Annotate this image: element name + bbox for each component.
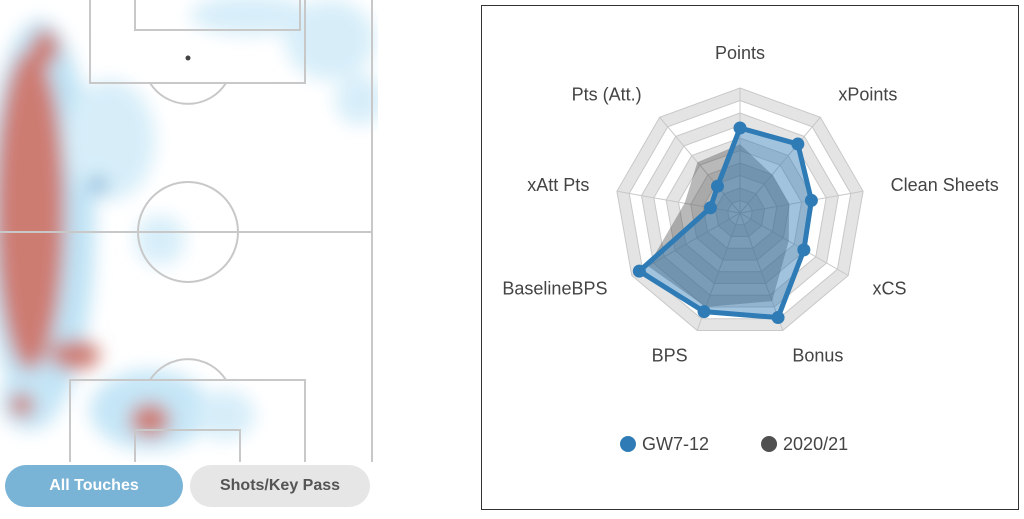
pitch-lines xyxy=(0,0,373,462)
point xyxy=(711,179,725,193)
point xyxy=(697,305,711,319)
point xyxy=(791,137,805,151)
point xyxy=(733,121,747,135)
spoke xyxy=(739,212,849,276)
axis-label: Pts (Att.) xyxy=(572,85,642,105)
axis-label: xAtt Pts xyxy=(527,175,589,195)
legend-label: 2020/21 xyxy=(783,434,848,454)
axis-label: Points xyxy=(715,43,765,63)
heatmap xyxy=(0,0,378,462)
legend-label: GW7-12 xyxy=(642,434,709,454)
point xyxy=(632,264,646,278)
touch-density xyxy=(0,0,378,450)
point xyxy=(797,243,811,257)
spoke xyxy=(616,190,741,214)
point xyxy=(703,201,717,215)
axis-label: xPoints xyxy=(838,85,897,105)
chart-frame xyxy=(481,5,1019,510)
series-area xyxy=(647,144,790,307)
shots-key-pass-button[interactable]: Shots/Key Pass xyxy=(190,465,370,507)
axis-label: BPS xyxy=(652,346,688,366)
legend-marker xyxy=(620,436,636,452)
axis-label: Clean Sheets xyxy=(891,175,999,195)
series-area xyxy=(636,125,814,321)
point xyxy=(804,193,818,207)
spoke xyxy=(739,190,864,214)
axis-label: BaselineBPS xyxy=(502,278,607,298)
legend-marker xyxy=(761,436,778,452)
spoke xyxy=(739,116,821,214)
axis-label: xCS xyxy=(873,278,907,298)
axis-label: Bonus xyxy=(792,346,843,366)
all-touches-button[interactable]: All Touches xyxy=(5,465,183,507)
spoke xyxy=(739,212,784,331)
point xyxy=(771,311,785,325)
penalty-spot xyxy=(185,55,191,61)
spoke xyxy=(659,116,741,214)
